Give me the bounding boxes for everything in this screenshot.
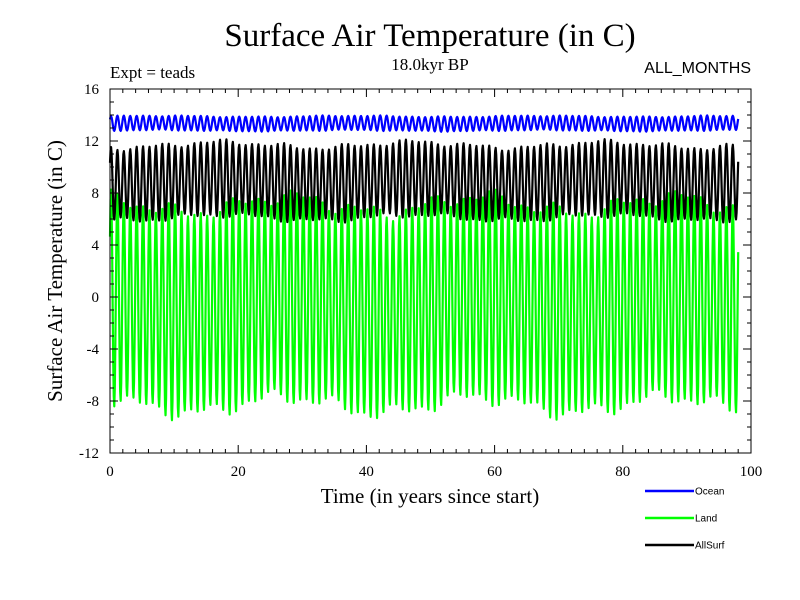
series-group [108, 114, 740, 422]
chart-subtitle: 18.0kyr BP [391, 55, 468, 74]
y-tick-label: 4 [92, 238, 100, 254]
series-line-ocean [108, 114, 740, 133]
x-axis-label: Time (in years since start) [321, 484, 540, 508]
legend: Ocean Land AllSurf [645, 487, 725, 552]
x-tick-label: 40 [359, 464, 374, 480]
x-tick-label: 60 [487, 464, 502, 480]
ticks-group: -12 -8 -4 0 4 8 12 16 0 20 40 60 80 100 [79, 82, 762, 480]
x-tick-label: 80 [615, 464, 630, 480]
y-tick-label: -8 [87, 394, 100, 410]
y-tick-label: -4 [87, 342, 100, 358]
y-tick-label: -12 [79, 446, 99, 462]
y-axis-label: Surface Air Temperature (in C) [43, 140, 67, 402]
chart-title: Surface Air Temperature (in C) [224, 18, 635, 54]
series-line-allsurf [108, 138, 740, 224]
plot-frame [109, 88, 752, 454]
legend-label-allsurf: AllSurf [695, 541, 725, 552]
y-tick-label: 8 [92, 186, 100, 202]
legend-label-ocean: Ocean [695, 487, 724, 498]
x-tick-label: 20 [231, 464, 246, 480]
y-tick-label: 16 [84, 82, 100, 98]
y-tick-label: 12 [84, 134, 99, 150]
legend-label-land: Land [695, 514, 717, 525]
x-tick-label: 100 [740, 464, 763, 480]
expt-label: Expt = teads [110, 63, 195, 82]
x-tick-label: 0 [106, 464, 114, 480]
series-line-land [108, 188, 740, 422]
months-label: ALL_MONTHS [644, 60, 751, 77]
y-tick-label: 0 [92, 290, 100, 306]
